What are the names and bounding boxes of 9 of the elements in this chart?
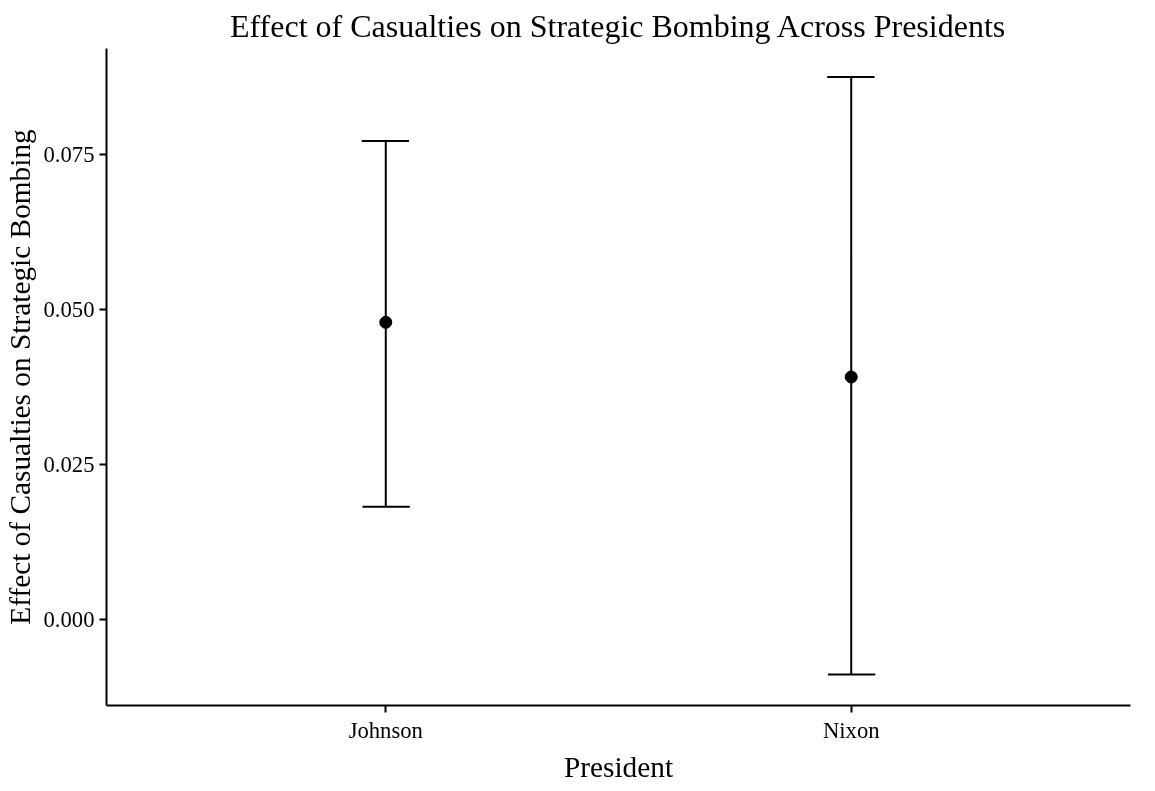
x-tick-label: Nixon [822, 717, 880, 743]
y-axis-title: Effect of Casualties on Strategic Bombing [3, 128, 36, 625]
chart-title: Effect of Casualties on Strategic Bombing Across Presidents [229, 7, 1006, 44]
x-tick-label: Johnson [348, 717, 423, 743]
y-tick-label: 0.050 [43, 296, 95, 322]
y-tick-label: 0.075 [43, 141, 95, 167]
y-tick-label: 0.025 [43, 452, 95, 478]
x-axis-title: President [563, 750, 674, 783]
y-tick-label: 0.000 [43, 607, 95, 633]
